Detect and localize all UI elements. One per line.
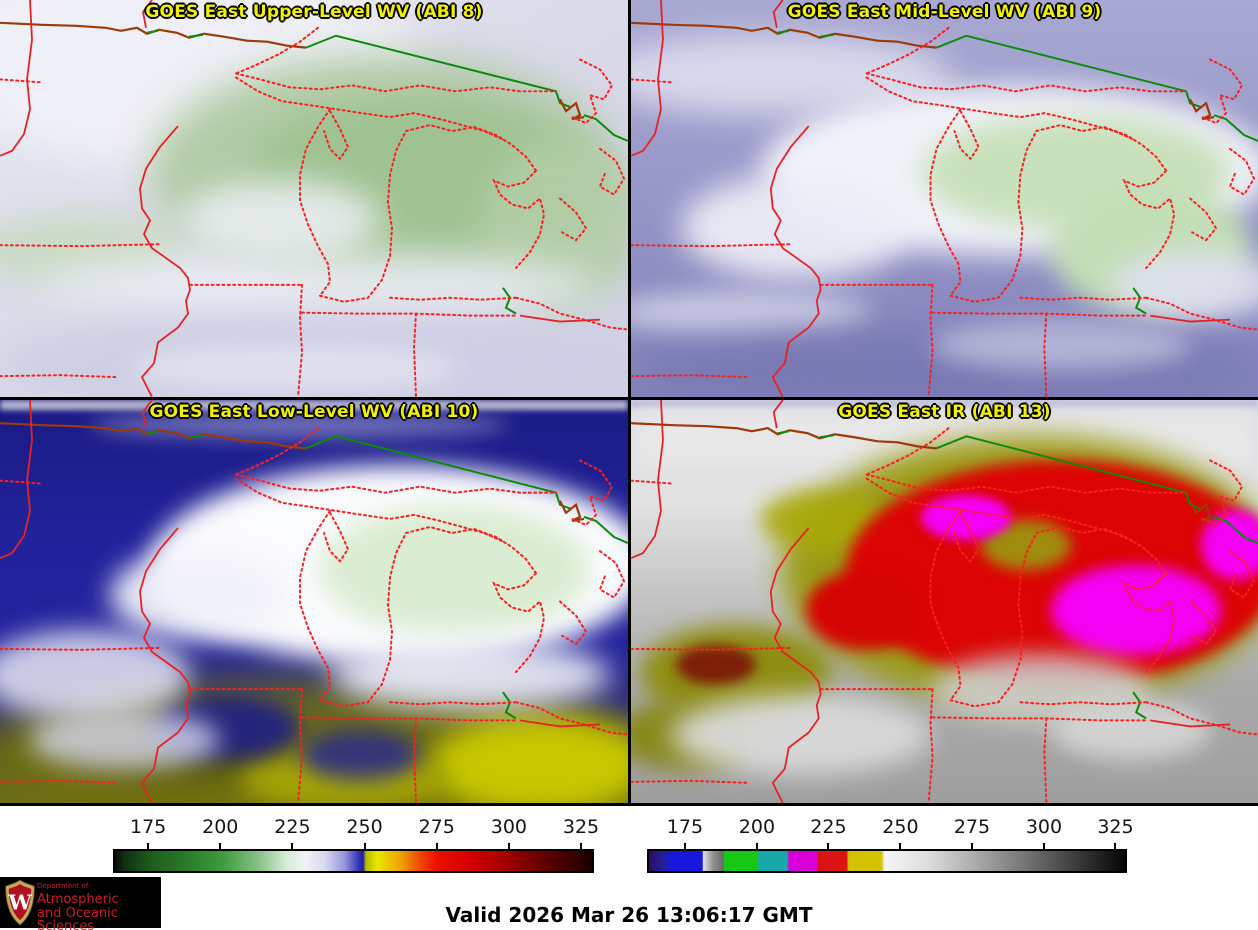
valid-timestamp: Valid 2026 Mar 26 13:06:17 GMT (445, 903, 813, 927)
colorbar-tick-mark (1114, 843, 1117, 849)
cloud-blob (1051, 700, 1211, 760)
colorbar-tick-mark (580, 843, 582, 849)
uw-aos-logo: W Department of Atmospheric and Oceanic … (0, 877, 161, 930)
colorbar-tick-label: 300 (1025, 816, 1063, 838)
colorbar-tick-label: 325 (1097, 816, 1134, 838)
colorbar-tick-label: 275 (953, 816, 991, 838)
cloud-blob (180, 180, 380, 260)
cloud-blob (631, 290, 871, 335)
ir-colorbar: 175 200 225 250 275 300 325 (647, 816, 1134, 876)
cloud-blob (671, 695, 931, 775)
colorbar-tick-mark (899, 843, 902, 849)
cloud-blob (1051, 565, 1221, 655)
colorbar-tick-label: 225 (274, 816, 311, 838)
panel-mid-level-wv: GOES East Mid-Level WV (ABI 9) (631, 0, 1258, 397)
cloud-blob (921, 495, 1011, 540)
cloud-blob (40, 255, 600, 315)
colorbar-tick-mark (219, 843, 222, 849)
wv-colorbar: 175 200 225 250 275 300 325 (113, 816, 599, 876)
cloud-blob (931, 320, 1191, 370)
colorbar-tick-mark (827, 843, 830, 849)
colorbar-tick-mark (291, 843, 294, 849)
wv-colorbar-gradient (113, 849, 594, 873)
colorbar-tick-label: 250 (346, 816, 383, 838)
cloud-blob (300, 730, 420, 780)
colorbar-tick-label: 250 (882, 816, 919, 838)
cloud-blob (130, 345, 460, 390)
logo-name-line2: and Oceanic Sciences (37, 906, 118, 930)
logo-dept-line: Department of (37, 882, 89, 890)
colorbar-tick-mark (1042, 843, 1045, 849)
cloud-blob (30, 710, 220, 770)
panel-low-level-wv: GOES East Low-Level WV (ABI 10) (0, 400, 628, 803)
colorbar-tick-label: 175 (129, 816, 167, 838)
colorbar-tick-label: 200 (738, 816, 776, 838)
ir-colorbar-gradient (647, 849, 1127, 873)
colorbar-tick-mark (683, 843, 686, 849)
satellite-imagery (0, 400, 628, 803)
panel-ir: GOES East IR (ABI 13) (631, 400, 1258, 803)
cloud-blob (846, 460, 1258, 685)
colorbar-tick-mark (755, 843, 758, 849)
cloud-blob (676, 645, 756, 685)
satellite-imagery (0, 0, 628, 397)
satellite-imagery (631, 0, 1258, 397)
panel-title: GOES East Mid-Level WV (ABI 9) (787, 2, 1102, 22)
colorbar-tick-label: 325 (562, 816, 600, 838)
panel-upper-level-wv: GOES East Upper-Level WV (ABI 8) (0, 0, 628, 397)
colorbar-tick-label: 300 (490, 816, 527, 838)
cloud-blob (681, 175, 911, 280)
uw-aos-logo-text: Department of Atmospheric and Oceanic Sc… (37, 883, 161, 930)
colorbar-tick-mark (507, 843, 510, 849)
colorbar-tick-label: 175 (666, 816, 704, 838)
colorbar-tick-label: 275 (418, 816, 455, 838)
colorbar-tick-mark (970, 843, 973, 849)
colorbar-tick-label: 225 (810, 816, 847, 838)
colorbar-tick-mark (435, 843, 438, 849)
svg-text:W: W (7, 890, 32, 915)
panel-title: GOES East IR (ABI 13) (838, 402, 1051, 422)
cloud-blob (110, 550, 290, 640)
cloud-blob (806, 570, 926, 650)
panel-title: GOES East Upper-Level WV (ABI 8) (145, 2, 483, 22)
cloud-blob (330, 640, 610, 710)
panel-title: GOES East Low-Level WV (ABI 10) (149, 402, 479, 422)
colorbar-tick-mark (363, 843, 366, 849)
colorbar-tick-mark (147, 843, 150, 849)
colorbar-tick-label: 200 (202, 816, 239, 838)
logo-name-line1: Atmospheric (37, 892, 119, 907)
cloud-blob (320, 505, 590, 635)
uw-crest-icon: W (5, 879, 35, 926)
satellite-panel-grid: GOES East Upper-Level WV (ABI 8) GOES Ea… (0, 0, 1258, 806)
satellite-imagery (631, 400, 1258, 803)
